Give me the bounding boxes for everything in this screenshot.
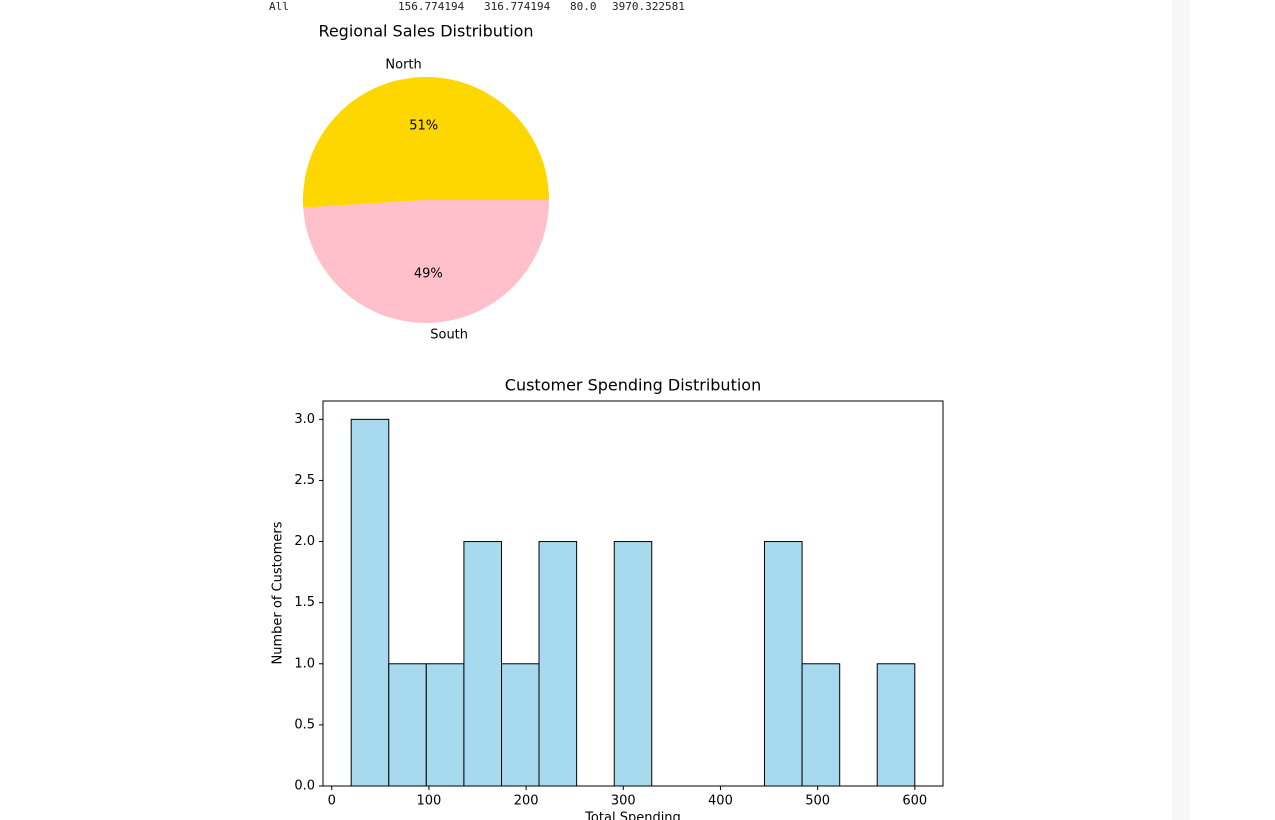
output-row: All 156.774194 316.774194 80.0 3970.3225…	[0, 0, 1172, 14]
cell: 80.0	[570, 0, 597, 13]
plot-frame	[322, 400, 944, 787]
cell: All	[269, 0, 289, 13]
chart-title: Customer Spending Distribution	[505, 376, 761, 395]
y-tick-label: 2.5	[294, 473, 315, 488]
pie-value-label: 49%	[414, 266, 443, 281]
scroll-strip	[1172, 0, 1190, 820]
histogram-bar	[801, 663, 841, 787]
y-tick-label: 0.5	[294, 717, 315, 732]
histogram-bar	[501, 663, 540, 787]
pie-value-label: 51%	[409, 119, 438, 134]
pie-label: North	[385, 57, 421, 72]
histogram-bar	[350, 418, 390, 787]
histogram-bar	[425, 663, 465, 787]
x-tick-label: 400	[708, 794, 733, 809]
x-tick-label: 100	[417, 794, 442, 809]
pie-wedge	[303, 77, 549, 208]
histogram-bar	[463, 541, 503, 787]
x-tick-label: 600	[902, 794, 927, 809]
x-tick-label: 300	[611, 794, 636, 809]
charts: Regional Sales Distribution Customer Spe…	[271, 22, 944, 820]
histogram-bar	[538, 541, 578, 787]
y-tick-label: 1.5	[294, 595, 315, 610]
y-tick-label: 2.0	[294, 534, 315, 549]
cell: 316.774194	[484, 0, 551, 13]
histogram-bar	[763, 541, 803, 787]
cell: 156.774194	[398, 0, 465, 13]
y-axis-label: Number of Customers	[271, 521, 286, 664]
chart-title: Regional Sales Distribution	[318, 22, 533, 41]
x-axis-label: Total Spending	[584, 811, 681, 820]
y-tick-label: 0.0	[294, 779, 315, 794]
pie-label: South	[430, 328, 468, 343]
x-tick-label: 200	[514, 794, 539, 809]
y-tick-label: 3.0	[294, 412, 315, 427]
histogram-bar	[876, 663, 916, 787]
cell: 3970.322581	[612, 0, 685, 13]
x-tick-label: 500	[805, 794, 830, 809]
x-tick-label: 0	[328, 794, 336, 809]
pie-wedge	[303, 200, 549, 324]
histogram-bar	[613, 541, 653, 787]
y-tick-label: 1.0	[294, 656, 315, 671]
histogram-bar	[388, 663, 427, 787]
